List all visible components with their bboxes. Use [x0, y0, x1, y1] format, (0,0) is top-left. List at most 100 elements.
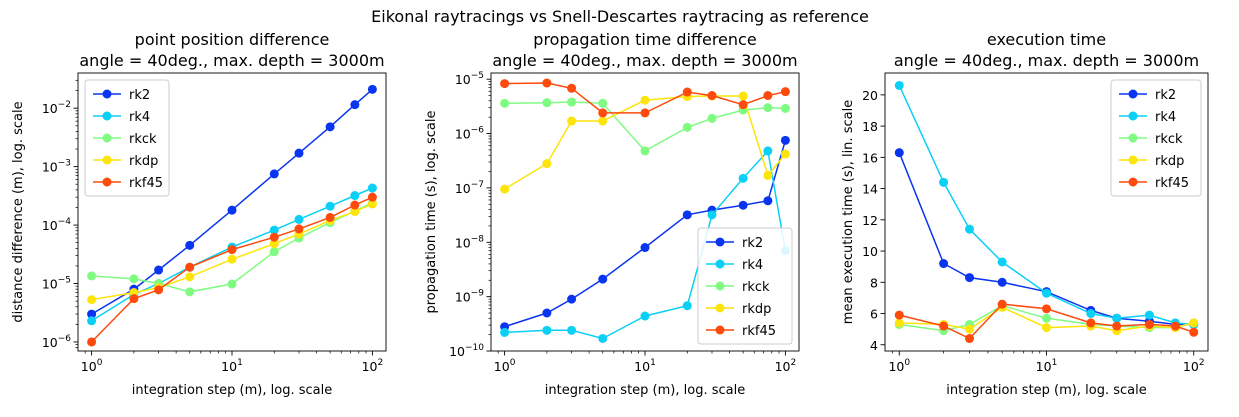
data-point-rkf45: [1112, 321, 1122, 331]
data-point-rkdp: [227, 254, 237, 264]
data-point-rkck: [598, 98, 608, 108]
legend-marker: [102, 133, 112, 143]
legend-label: rkck: [1155, 132, 1183, 147]
tick-label: 101: [1036, 358, 1058, 374]
data-point-rk2: [939, 259, 949, 269]
data-point-rk2: [269, 169, 279, 179]
data-point-rkf45: [185, 262, 195, 272]
data-point-rkf45: [129, 294, 139, 304]
legend-entry-rk4: rk4: [93, 110, 150, 125]
legend-marker: [1128, 155, 1138, 165]
data-point-rkf45: [939, 321, 949, 331]
data-point-rk4: [367, 183, 377, 193]
tick-label-base: 10: [42, 160, 58, 175]
plot-area: [500, 78, 790, 343]
data-point-rkf45: [350, 200, 360, 210]
data-point-rkf45: [598, 108, 608, 118]
data-point-rkf45: [325, 212, 335, 222]
legend-label: rkf45: [129, 176, 163, 191]
data-point-rkck: [185, 287, 195, 297]
data-point-rkf45: [227, 245, 237, 255]
data-point-rkf45: [1144, 319, 1154, 329]
data-point-rkf45: [780, 87, 790, 97]
tick-label-exponent: −5: [58, 276, 71, 286]
legend-entry-rkf45: rkf45: [706, 324, 776, 339]
series-line-rkck: [899, 304, 1194, 332]
legend-marker: [715, 281, 725, 291]
legend-label: rkdp: [1155, 154, 1184, 169]
tick-label: 100: [81, 358, 103, 374]
legend-marker: [102, 177, 112, 187]
legend-label: rkdp: [129, 154, 158, 169]
data-point-rkf45: [1170, 321, 1180, 331]
data-point-rkf45: [87, 337, 97, 347]
tick-label-exponent: −9: [471, 289, 485, 299]
subplot-1: point position difference angle = 40deg.,…: [11, 30, 387, 398]
data-point-rkck: [707, 113, 717, 123]
legend-label: rkck: [129, 132, 157, 147]
tick-label: 10−3: [42, 159, 71, 175]
legend-label: rk2: [1155, 88, 1176, 103]
data-point-rkdp: [965, 324, 975, 334]
tick-label: 101: [634, 358, 656, 374]
tick-label: 8: [870, 275, 878, 290]
y-axis-label: propagation time (s), log. scale: [424, 111, 439, 314]
series-line-rk4: [91, 187, 373, 322]
data-point-rk4: [542, 325, 552, 335]
tick-label-base: 10: [634, 359, 650, 374]
data-point-rk4: [500, 327, 510, 337]
data-point-rk2: [997, 277, 1007, 287]
legend-marker: [715, 259, 725, 269]
tick-label: 6: [870, 307, 878, 322]
data-point-rkdp: [1042, 323, 1051, 333]
tick-label: 102: [1183, 358, 1205, 374]
tick-label: 10: [862, 244, 878, 259]
data-point-rk2: [542, 308, 552, 318]
subplot-3: execution time angle = 40deg., max. depth…: [841, 30, 1209, 398]
legend-label: rkf45: [742, 324, 776, 339]
data-point-rkf45: [640, 108, 650, 118]
axes-frame: [884, 72, 1209, 352]
data-point-rk4: [294, 214, 304, 224]
data-point-rkdp: [567, 116, 577, 126]
subplot-title: execution time: [987, 30, 1106, 49]
legend-marker: [715, 325, 725, 335]
legend-entry-rkf45: rkf45: [93, 176, 163, 191]
tick-label-exponent: 2: [377, 358, 383, 368]
data-point-rkck: [1042, 313, 1051, 323]
tick-label-exponent: 2: [1199, 358, 1205, 368]
y-axis: 10−610−510−410−310−2: [42, 79, 78, 350]
data-point-rkck: [640, 146, 650, 156]
data-point-rk2: [763, 196, 773, 206]
legend: rk2 rk4 rkck rkdp rkf45: [697, 227, 793, 345]
data-point-rk4: [350, 191, 360, 201]
data-point-rk4: [269, 225, 279, 235]
legend-entry-rkdp: rkdp: [1119, 154, 1184, 169]
tick-label-base: 10: [775, 359, 791, 374]
tick-label-exponent: −3: [58, 159, 71, 169]
tick-label-base: 10: [494, 359, 510, 374]
tick-label-exponent: 2: [790, 358, 796, 368]
series-line-rk2: [91, 88, 373, 315]
tick-label: 10−10: [449, 343, 484, 359]
tick-label: 4: [870, 338, 878, 353]
data-point-rkf45: [965, 334, 975, 344]
data-point-rk4: [965, 224, 975, 234]
data-point-rk4: [567, 325, 577, 335]
legend-label: rk4: [129, 110, 150, 125]
data-point-rkf45: [269, 232, 279, 242]
data-point-rkdp: [1189, 318, 1199, 328]
series-line-rkf45: [899, 303, 1194, 340]
tick-label-exponent: 0: [97, 358, 103, 368]
tick-label-base: 10: [455, 127, 471, 142]
data-point-rk4: [707, 210, 717, 220]
data-point-rk2: [350, 100, 360, 110]
tick-label: 102: [362, 358, 384, 374]
plot-area: [894, 80, 1199, 344]
figure-suptitle: Eikonal raytracings vs Snell-Descartes r…: [371, 7, 869, 26]
tick-label-exponent: −5: [471, 71, 484, 81]
data-point-rkf45: [542, 78, 552, 88]
data-point-rkck: [227, 279, 237, 289]
tick-label: 10−5: [42, 276, 71, 292]
